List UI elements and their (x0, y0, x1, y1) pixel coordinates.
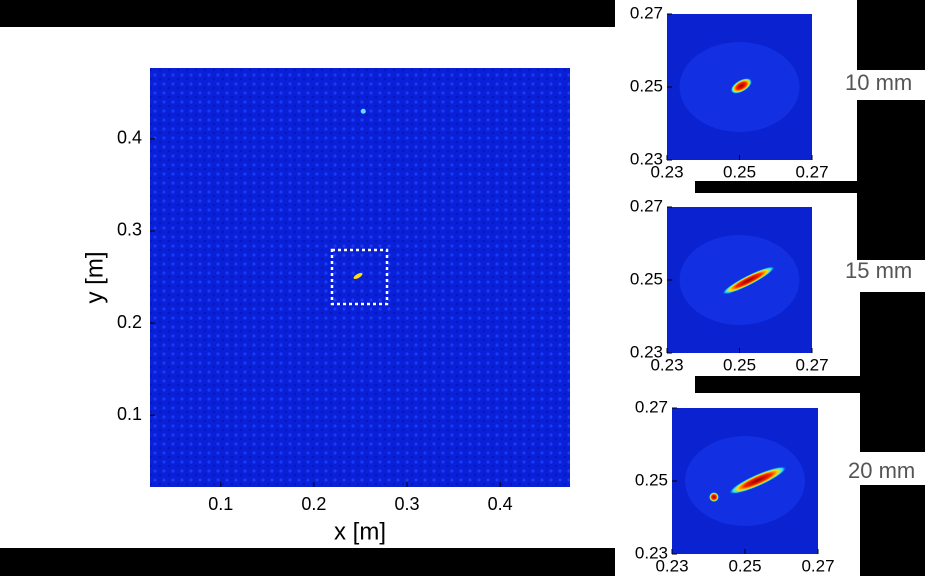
y-tick-label: 0.3 (117, 220, 142, 240)
x-tick-label: 0.23 (650, 355, 683, 374)
y-tick-label: 0.25 (630, 76, 663, 95)
black-band (695, 376, 860, 393)
size-label: 10 mm (845, 70, 912, 95)
x-tick-label: 0.23 (650, 162, 683, 181)
black-band (857, 100, 925, 260)
x-tick-label: 0.27 (795, 355, 828, 374)
y-tick-label: 0.25 (630, 269, 663, 288)
y-tick-label: 0.27 (635, 397, 668, 416)
black-band (0, 0, 615, 27)
feature (360, 108, 366, 114)
plots: 0.1 0.2 0.3 0.40.10.20.30.4x [m]y [m]0.23 0.… (81, 3, 915, 575)
black-band (860, 292, 925, 452)
size-label: 15 mm (845, 258, 912, 283)
x-tick-label: 0.27 (795, 162, 828, 181)
x-tick-label: 0.25 (723, 355, 756, 374)
y-tick-label: 0.4 (117, 128, 142, 148)
y-tick-label: 0.27 (630, 196, 663, 215)
black-band (860, 485, 925, 576)
y-axis-label: y [m] (81, 252, 108, 304)
x-axis-label: x [m] (334, 518, 386, 545)
x-tick-label: 0.2 (301, 494, 326, 514)
heatmap-image (150, 68, 570, 487)
y-tick-label: 0.23 (630, 342, 663, 361)
black-band (0, 548, 615, 576)
feature (708, 492, 719, 503)
y-tick-label: 0.27 (630, 3, 663, 22)
y-tick-label: 0.23 (630, 149, 663, 168)
x-tick-label: 0.23 (655, 556, 688, 575)
black-band (857, 0, 925, 70)
y-tick-label: 0.1 (117, 404, 142, 424)
x-tick-label: 0.4 (488, 494, 513, 514)
x-tick-label: 0.25 (723, 162, 756, 181)
feature (721, 266, 776, 295)
x-tick-label: 0.27 (801, 556, 834, 575)
size-label: 20 mm (848, 458, 915, 483)
y-tick-label: 0.2 (117, 312, 142, 332)
x-tick-label: 0.3 (395, 494, 420, 514)
x-tick-label: 0.1 (208, 494, 233, 514)
feature (353, 272, 363, 280)
feature (728, 466, 788, 495)
black-band (695, 181, 857, 193)
y-tick-label: 0.25 (635, 470, 668, 489)
feature (730, 77, 753, 94)
x-tick-label: 0.25 (728, 556, 761, 575)
y-tick-label: 0.23 (635, 543, 668, 562)
